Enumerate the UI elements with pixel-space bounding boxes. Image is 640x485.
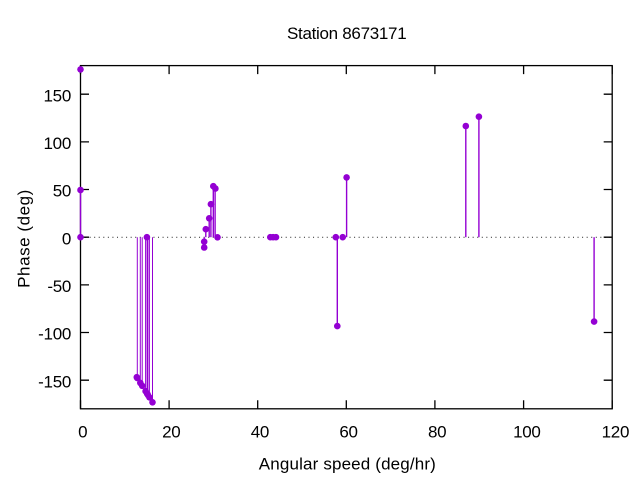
svg-text:-100: -100 (38, 325, 71, 344)
svg-text:100: 100 (513, 422, 540, 441)
svg-text:50: 50 (53, 182, 71, 201)
svg-text:20: 20 (162, 422, 180, 441)
svg-text:100: 100 (44, 134, 71, 153)
svg-text:150: 150 (44, 86, 71, 105)
svg-text:Phase (deg): Phase (deg) (14, 189, 33, 288)
svg-text:0: 0 (78, 422, 87, 441)
svg-text:-150: -150 (38, 372, 71, 391)
svg-text:Angular speed (deg/hr): Angular speed (deg/hr) (259, 454, 436, 473)
svg-text:40: 40 (251, 422, 269, 441)
svg-text:Station 8673171: Station 8673171 (287, 24, 406, 43)
svg-text:-50: -50 (47, 277, 71, 296)
svg-text:120: 120 (602, 422, 629, 441)
svg-text:60: 60 (339, 422, 357, 441)
svg-text:80: 80 (428, 422, 446, 441)
svg-text:0: 0 (62, 229, 71, 248)
